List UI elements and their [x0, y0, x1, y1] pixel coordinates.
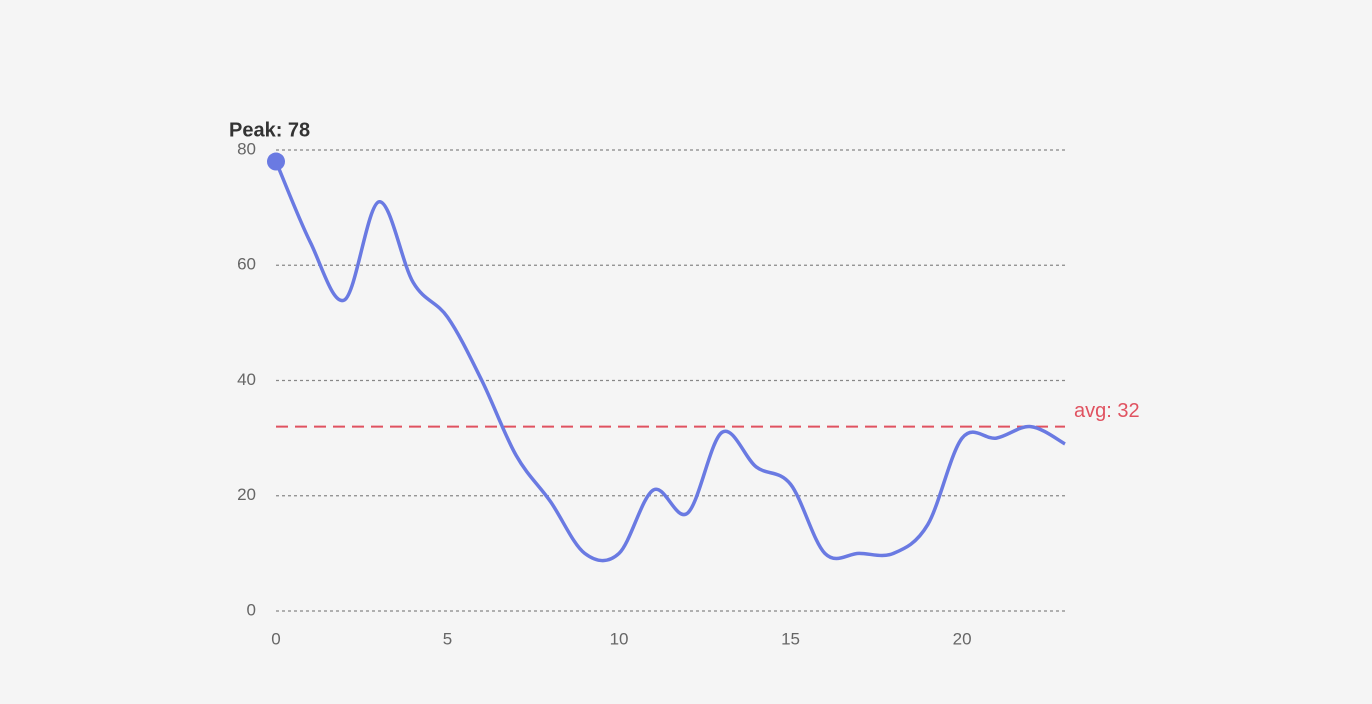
x-tick-label: 5 — [443, 629, 452, 648]
peak-label: Peak: 78 — [229, 119, 310, 141]
reference-label: avg: 32 — [1074, 400, 1140, 422]
y-tick-label: 0 — [247, 600, 256, 619]
x-tick-label: 10 — [610, 629, 629, 648]
y-tick-label: 80 — [237, 139, 256, 158]
y-tick-label: 60 — [237, 255, 256, 274]
y-tick-label: 40 — [237, 370, 256, 389]
x-tick-label: 20 — [953, 629, 972, 648]
line-series — [274, 160, 1066, 563]
x-tick-label: 15 — [781, 629, 800, 648]
peak-marker — [267, 152, 285, 171]
x-tick-label: 0 — [271, 629, 280, 648]
y-tick-label: 20 — [237, 485, 256, 504]
